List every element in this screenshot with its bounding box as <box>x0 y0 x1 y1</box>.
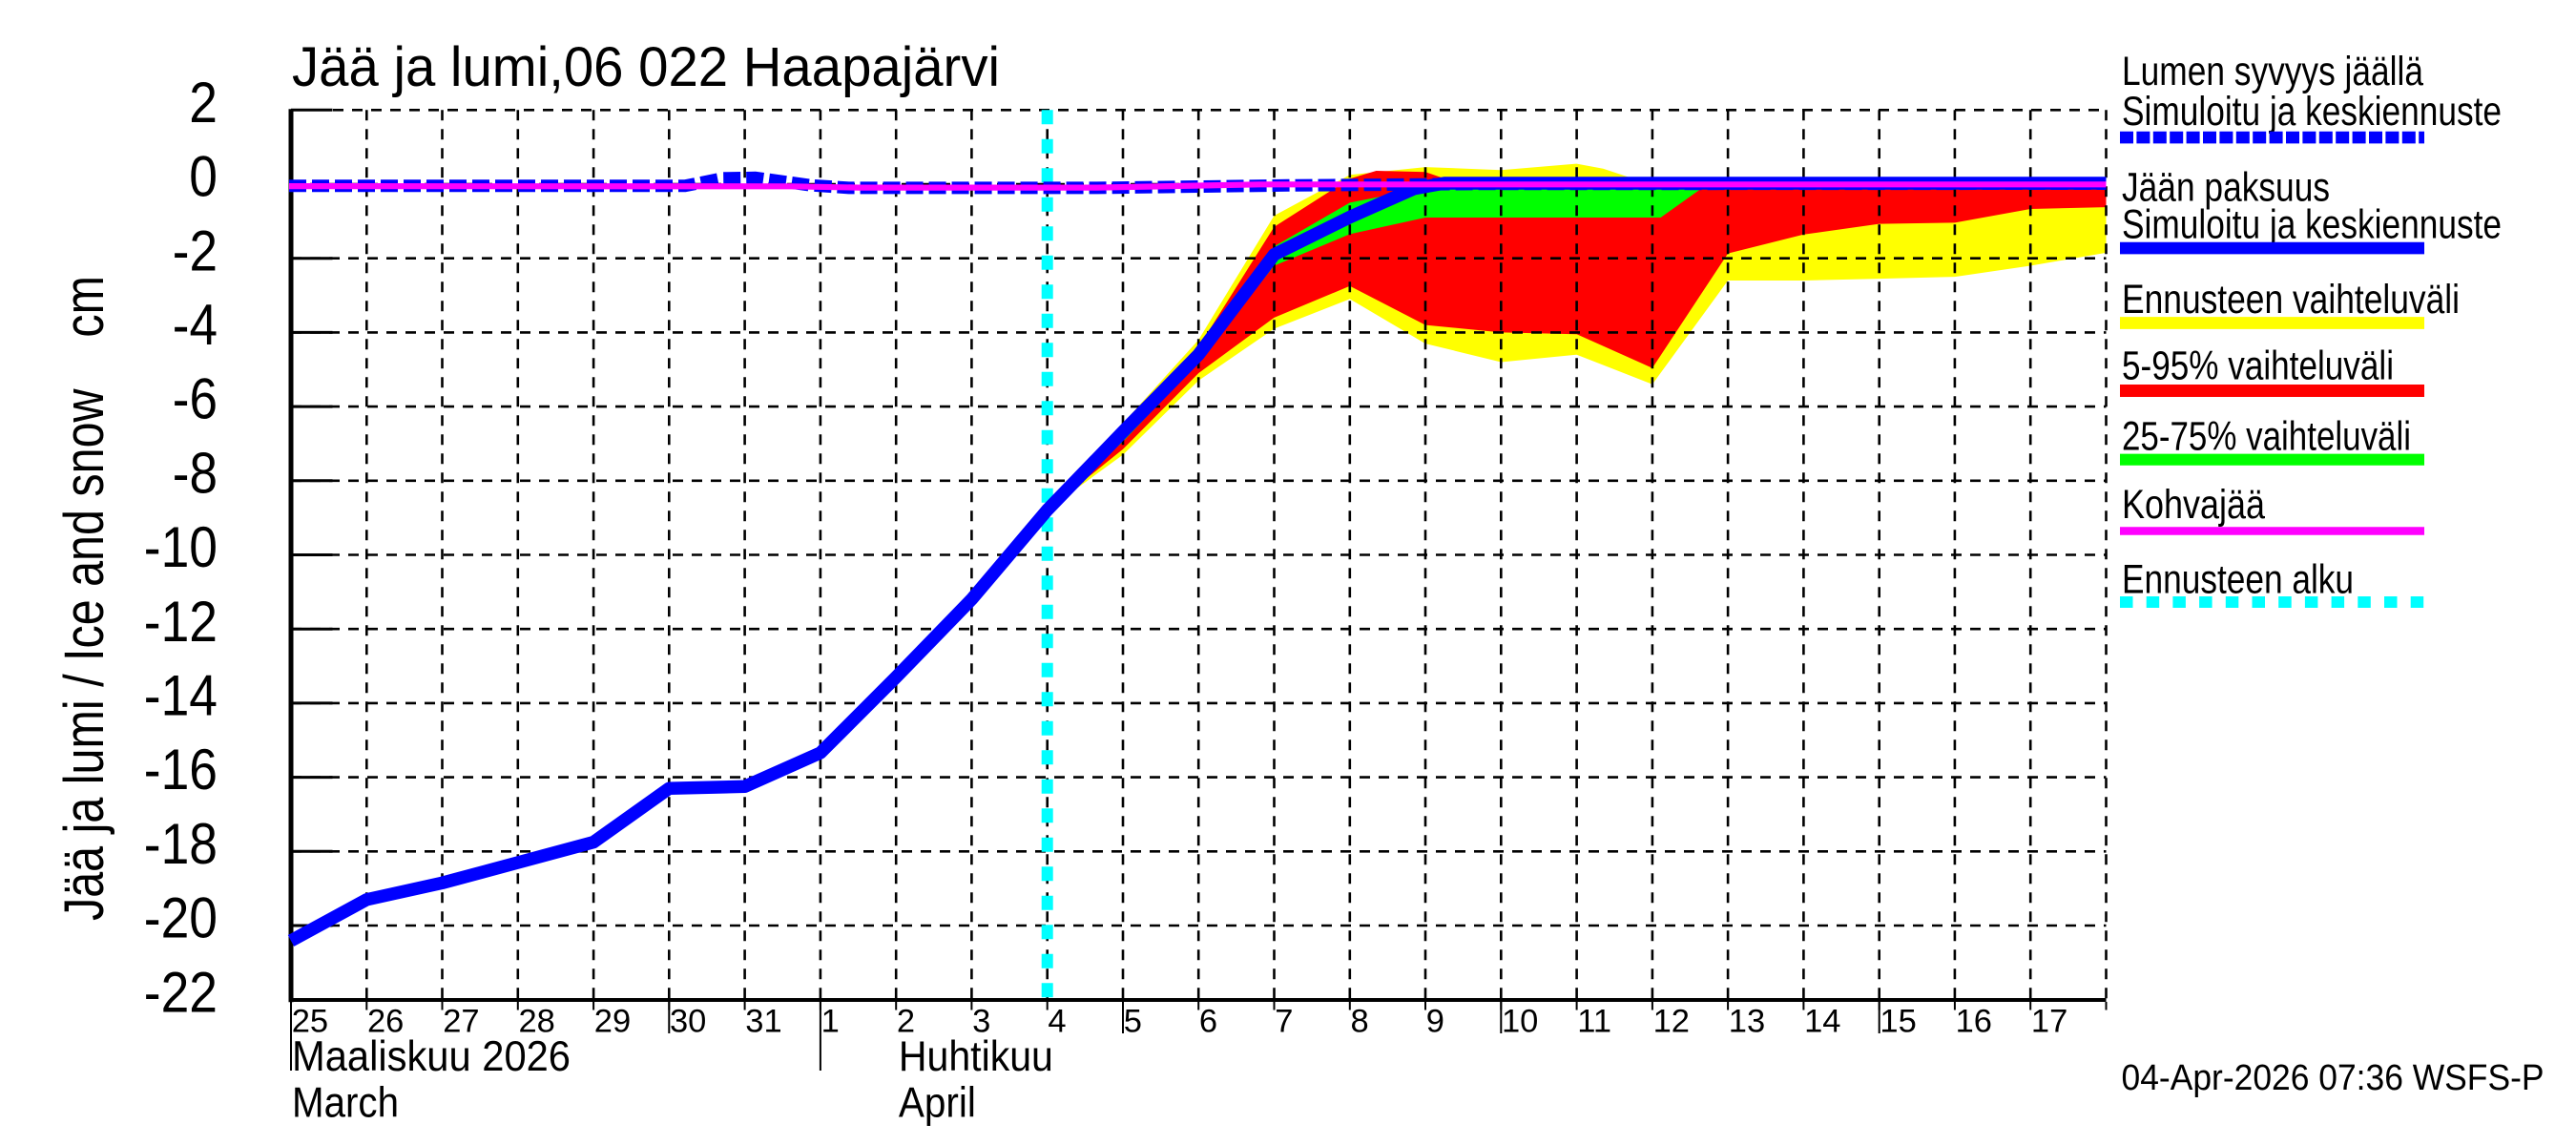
svg-text:Simuloitu ja keskiennuste: Simuloitu ja keskiennuste <box>2122 90 2502 135</box>
svg-text:-8: -8 <box>173 441 218 505</box>
svg-text:29: 29 <box>594 1003 631 1039</box>
svg-text:16: 16 <box>1956 1003 1992 1039</box>
svg-text:25: 25 <box>292 1003 328 1039</box>
svg-text:26: 26 <box>367 1003 404 1039</box>
svg-text:6: 6 <box>1199 1003 1217 1039</box>
svg-text:Jää ja lumi,06 022 Haapajärvi: Jää ja lumi,06 022 Haapajärvi <box>292 36 1000 98</box>
svg-text:04-Apr-2026 07:36 WSFS-P: 04-Apr-2026 07:36 WSFS-P <box>2122 1057 2545 1098</box>
svg-text:17: 17 <box>2031 1003 2067 1039</box>
svg-text:-10: -10 <box>144 515 218 579</box>
svg-text:4: 4 <box>1048 1003 1066 1039</box>
svg-text:Ennusteen vaihteluväli: Ennusteen vaihteluväli <box>2122 278 2460 323</box>
svg-text:March: March <box>292 1080 399 1127</box>
svg-text:25-75% vaihteluväli: 25-75% vaihteluväli <box>2122 414 2411 459</box>
svg-text:Kohvajää: Kohvajää <box>2122 483 2265 528</box>
svg-text:3: 3 <box>972 1003 990 1039</box>
svg-text:Jää ja lumi / Ice and snow: Jää ja lumi / Ice and snow cm <box>53 276 115 921</box>
svg-text:30: 30 <box>670 1003 706 1039</box>
svg-text:11: 11 <box>1577 1003 1611 1039</box>
svg-text:-14: -14 <box>144 664 218 728</box>
svg-text:Huhtikuu: Huhtikuu <box>899 1033 1053 1080</box>
svg-text:7: 7 <box>1275 1003 1293 1039</box>
svg-text:Lumen syvyys jäällä: Lumen syvyys jäällä <box>2122 50 2423 94</box>
svg-text:27: 27 <box>443 1003 479 1039</box>
svg-text:-16: -16 <box>144 738 218 802</box>
svg-text:5: 5 <box>1124 1003 1142 1039</box>
svg-text:15: 15 <box>1880 1003 1916 1039</box>
svg-text:Jään paksuus: Jään paksuus <box>2122 166 2330 211</box>
svg-text:Ennusteen alku: Ennusteen alku <box>2122 558 2354 603</box>
svg-text:14: 14 <box>1804 1003 1840 1039</box>
svg-text:0: 0 <box>189 145 218 209</box>
svg-text:-4: -4 <box>173 293 218 357</box>
svg-text:-22: -22 <box>144 960 218 1024</box>
svg-text:Maaliskuu 2026: Maaliskuu 2026 <box>292 1033 571 1080</box>
svg-text:-20: -20 <box>144 886 218 950</box>
svg-text:13: 13 <box>1729 1003 1765 1039</box>
svg-text:-2: -2 <box>173 219 218 282</box>
svg-text:10: 10 <box>1502 1003 1538 1039</box>
svg-text:31: 31 <box>745 1003 781 1039</box>
svg-text:2: 2 <box>897 1003 915 1039</box>
svg-text:12: 12 <box>1653 1003 1690 1039</box>
svg-text:-12: -12 <box>144 590 218 654</box>
svg-text:1: 1 <box>821 1003 840 1039</box>
svg-text:28: 28 <box>519 1003 555 1039</box>
svg-text:9: 9 <box>1426 1003 1444 1039</box>
svg-text:-18: -18 <box>144 812 218 876</box>
svg-text:5-95% vaihteluväli: 5-95% vaihteluväli <box>2122 344 2394 389</box>
svg-text:8: 8 <box>1351 1003 1369 1039</box>
svg-text:Simuloitu ja keskiennuste: Simuloitu ja keskiennuste <box>2122 203 2502 248</box>
svg-text:-6: -6 <box>173 367 218 431</box>
svg-text:April: April <box>899 1080 976 1127</box>
svg-text:2: 2 <box>189 71 218 135</box>
